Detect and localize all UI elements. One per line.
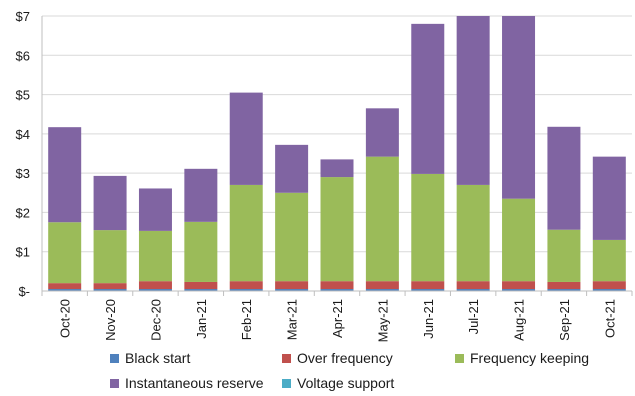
legend-swatch: [455, 353, 464, 363]
bar-segment: [456, 184, 490, 282]
x-tick-label: Dec-20: [148, 299, 163, 341]
x-tick-label: Nov-20: [103, 299, 118, 341]
stacked-bar-chart: $- $1 $2 $3 $4 $5 $6 $7 Oct-20 Nov-20 Dec-20 Jan-2…: [16, 9, 633, 342]
y-tick-label: $7: [16, 9, 30, 24]
x-tick-label: Oct-21: [602, 299, 617, 338]
bar-segment: [547, 281, 581, 290]
bar-segment: [48, 127, 82, 223]
bar-segment: [229, 281, 263, 290]
bar-segment: [547, 289, 581, 291]
legend-swatch: [282, 378, 291, 388]
bar-segment: [184, 168, 218, 222]
x-tick-label: Aug-21: [512, 299, 527, 341]
x-tick-label: Jul-21: [466, 299, 481, 334]
bar-segment: [592, 156, 626, 240]
bar-segment: [275, 144, 309, 193]
bar-segment: [138, 188, 172, 231]
bar-segment: [592, 239, 626, 282]
bar-segment: [365, 156, 399, 282]
bar-segment: [456, 289, 490, 291]
y-tick-label: $5: [16, 88, 30, 103]
bar-segment: [502, 281, 536, 290]
x-tick-label: Apr-21: [330, 299, 345, 338]
bar-segment: [411, 281, 445, 290]
legend-label: Over frequency: [297, 350, 393, 366]
x-tick-label: Jan-21: [194, 299, 209, 339]
y-tick-label: $6: [16, 48, 30, 63]
y-axis: $- $1 $2 $3 $4 $5 $6 $7: [16, 9, 43, 299]
x-tick-label: Mar-21: [285, 299, 300, 340]
y-tick-label: $-: [18, 284, 30, 299]
bar-segment: [229, 289, 263, 291]
bar-segment: [138, 281, 172, 290]
x-tick-label: Sep-21: [557, 299, 572, 341]
bar-segment: [502, 16, 536, 199]
bar-segment: [456, 16, 490, 185]
bar-segment: [411, 289, 445, 291]
bars: [48, 16, 626, 291]
legend-item: Black start: [110, 350, 190, 366]
bar-segment: [275, 281, 309, 290]
y-tick-label: $4: [16, 127, 30, 142]
x-axis: Oct-20 Nov-20 Dec-20 Jan-21 Feb-21 Mar-21 Apr-…: [41, 290, 633, 342]
x-tick-label: Oct-20: [58, 299, 73, 338]
legend-label: Black start: [125, 350, 191, 366]
x-tick-label: May-21: [375, 299, 390, 342]
bar-segment: [320, 159, 354, 178]
bar-segment: [502, 289, 536, 291]
bar-segment: [229, 184, 263, 282]
bar-segment: [93, 230, 127, 284]
bar-segment: [184, 221, 218, 282]
bar-segment: [456, 281, 490, 290]
bar-segment: [365, 281, 399, 290]
bar-segment: [365, 108, 399, 157]
bar-segment: [275, 289, 309, 291]
x-tick-label: Jun-21: [421, 299, 436, 339]
bar-segment: [592, 289, 626, 291]
bar-segment: [320, 177, 354, 282]
legend-label: Instantaneous reserve: [125, 375, 264, 391]
bar-segment: [592, 281, 626, 290]
bar-segment: [184, 289, 218, 291]
bar-segment: [320, 281, 354, 290]
bar-segment: [48, 289, 82, 291]
x-tick-label: Feb-21: [239, 299, 254, 340]
bar-segment: [138, 289, 172, 291]
legend-swatch: [282, 353, 291, 363]
bar-segment: [48, 222, 82, 284]
bar-segment: [365, 289, 399, 291]
y-tick-label: $3: [16, 166, 30, 181]
bar-segment: [275, 192, 309, 282]
bar-segment: [411, 23, 445, 174]
legend-item: Over frequency: [282, 350, 393, 366]
bar-segment: [48, 283, 82, 290]
bar-segment: [320, 289, 354, 291]
bar-segment: [229, 92, 263, 185]
legend-item: Instantaneous reserve: [110, 375, 264, 391]
legend-swatch: [110, 378, 119, 388]
bar-segment: [138, 230, 172, 282]
legend-item: Voltage support: [282, 375, 394, 391]
legend-swatch: [110, 353, 119, 363]
legend-item: Frequency keeping: [455, 350, 589, 366]
bar-segment: [547, 126, 581, 230]
bar-segment: [93, 283, 127, 290]
bar-segment: [184, 281, 218, 290]
bar-segment: [93, 289, 127, 291]
legend-label: Frequency keeping: [470, 350, 590, 366]
bar-segment: [411, 173, 445, 282]
bar-segment: [547, 229, 581, 282]
bar-segment: [502, 198, 536, 282]
legend-label: Voltage support: [297, 375, 395, 391]
bar-segment: [93, 175, 127, 231]
y-tick-label: $2: [16, 205, 30, 220]
y-tick-label: $1: [16, 245, 30, 260]
